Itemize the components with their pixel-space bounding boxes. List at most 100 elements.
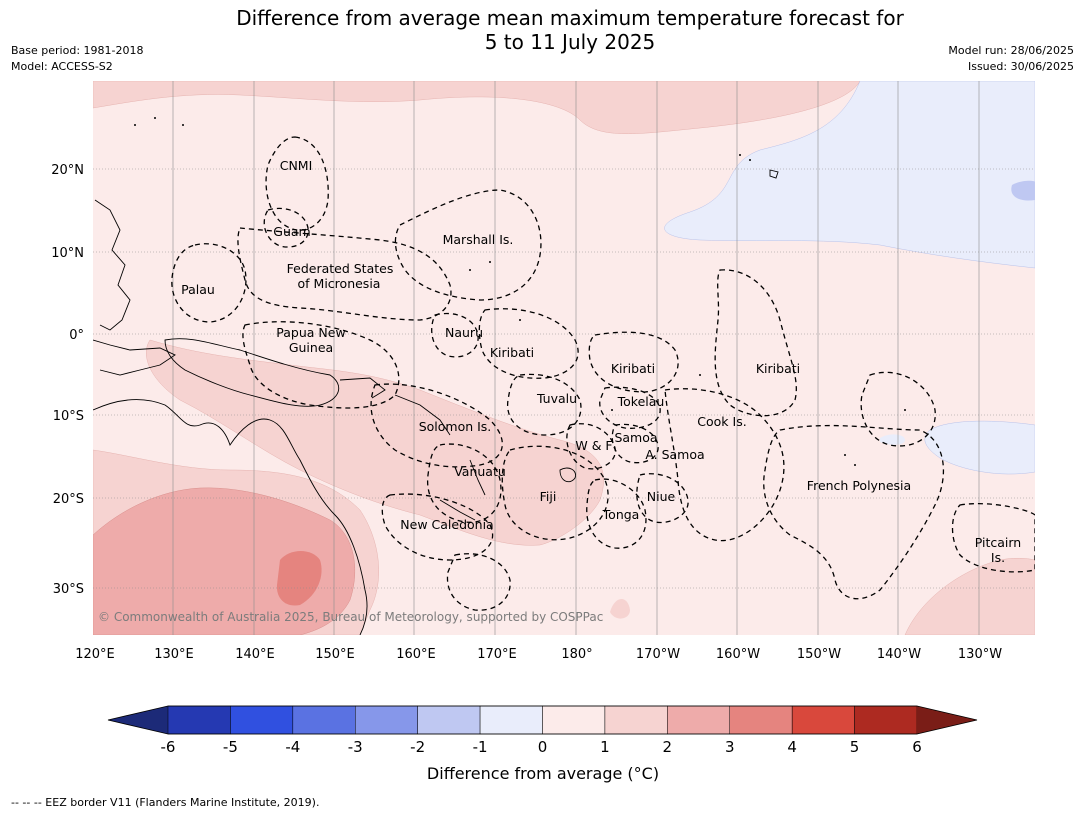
eez-vanuatu [427,443,502,523]
coast-fiji [559,467,576,483]
lon-label: 150°W [797,647,841,662]
anomaly-negative-ne-core [1011,180,1035,201]
label-solomon: Solomon Is. [419,419,492,434]
colorbar-segment [667,705,730,735]
island-dot [519,319,521,321]
lon-label: 130°E [154,647,194,662]
island-dot [469,269,471,271]
footnote-eez: -- -- -- EEZ border V11 (Flanders Marine… [11,796,320,809]
label-fiji: Fiji [540,489,557,504]
anomaly-band-southeast [904,557,1035,635]
coast-new-caledonia [439,499,476,521]
colorbar-segment [791,705,855,735]
lat-label: 0° [69,328,84,343]
eez-cook [664,388,785,542]
colorbar-tick-label: 3 [725,738,735,756]
meta-left: Base period: 1981-2018 Model: ACCESS-S2 [11,43,143,75]
lat-label: 20°N [51,163,84,178]
colorbar-segment [604,705,668,735]
island-dot [699,374,701,376]
island-dot [182,124,184,126]
label-fsm-1: Federated States [287,261,394,276]
eez-cnmi [265,136,329,231]
island-dot [854,464,856,466]
eez-norfolk [446,553,511,611]
eez-pitcairn [951,503,1035,573]
coast-new-guinea [164,338,340,407]
eez-samoa [611,423,659,464]
colorbar-tick-label: 2 [663,738,673,756]
model-name: Model: ACCESS-S2 [11,60,113,73]
label-pitcairn-2: Is. [991,550,1005,565]
coast-solomons [394,394,451,436]
lon-label: 120°E [75,647,115,662]
eez-nauru [431,312,479,358]
colorbar-segment [854,705,918,735]
region-labels: CNMI Guam Marshall Is. Federated States … [181,158,1021,565]
anomaly-band-melanesia [146,339,604,546]
eez-solomon [370,383,503,468]
colorbar-tick-label: -6 [161,738,176,756]
lon-label: 140°E [235,647,275,662]
latitude-labels: 20°N 10°N 0° 10°S 20°S 30°S [51,163,84,597]
colorbar-outline [107,705,978,735]
island-dot [739,154,741,156]
label-png-2: Guinea [289,340,333,355]
island-dot [611,409,613,411]
colorbar-tick-label: 0 [538,738,548,756]
colorbar-under-arrow [108,706,168,734]
coast-hawaii [769,169,779,179]
anomaly-band-north [93,81,861,134]
label-fsm-2: of Micronesia [298,276,381,291]
island-dots [134,117,906,466]
island-dot [904,409,906,411]
label-tuvalu: Tuvalu [536,391,577,406]
label-pitcairn-1: Pitcairn [975,535,1021,550]
colorbar-tick-label: 4 [787,738,797,756]
label-palau: Palau [181,282,215,297]
label-wf: W & F [575,438,612,453]
colorbar-segment [542,705,606,735]
label-png-1: Papua New [276,325,345,340]
colorbar-over-arrow [917,706,977,734]
lon-label: 130°W [958,647,1002,662]
eez-kiribati-east [714,269,797,417]
label-vanuatu: Vanuatu [454,464,506,479]
lon-label: 170°W [636,647,680,662]
label-tokelau: Tokelau [617,394,665,409]
title-line-1: Difference from average mean maximum tem… [236,6,904,30]
anomaly-negative-east [924,420,1035,475]
colorbar-tick-label: -3 [348,738,363,756]
map-plot-area: CNMI Guam Marshall Is. Federated States … [93,81,1035,635]
coast-new-britain [339,377,386,399]
eez-marshall [394,189,542,301]
eez-fsm [237,227,452,321]
colorbar-segments [167,705,918,735]
coast-indonesia [93,339,176,376]
label-tonga: Tonga [602,507,640,522]
label-asamoa: A. Samoa [645,447,704,462]
colorbar-segment [355,705,418,735]
eez-tokelau [599,386,661,429]
eez-french-polynesia [763,424,945,600]
label-samoa: Samoa [614,430,657,445]
copyright-notice: © Commonwealth of Australia 2025, Bureau… [98,610,603,624]
lon-label: 170°E [477,647,517,662]
eez-guam [263,207,309,248]
anomaly-negative-ne [664,81,1035,269]
meta-right: Model run: 28/06/2025 Issued: 30/06/2025 [948,43,1074,75]
longitude-labels: 120°E 130°E 140°E 150°E 160°E 170°E 180°… [75,647,1002,662]
lon-label: 160°W [716,647,760,662]
issued-date: Issued: 30/06/2025 [967,60,1074,73]
colorbar-label: Difference from average (°C) [427,764,659,783]
model-run: Model run: 28/06/2025 [948,44,1074,57]
island-dot [749,159,751,161]
coast-philippines [94,199,131,331]
anomaly-core-3-4 [276,551,322,606]
eez-tonga [586,478,647,549]
colorbar-segment [479,705,543,735]
eez-png [242,321,400,409]
island-dot [844,454,846,456]
eez-palau [171,243,247,323]
